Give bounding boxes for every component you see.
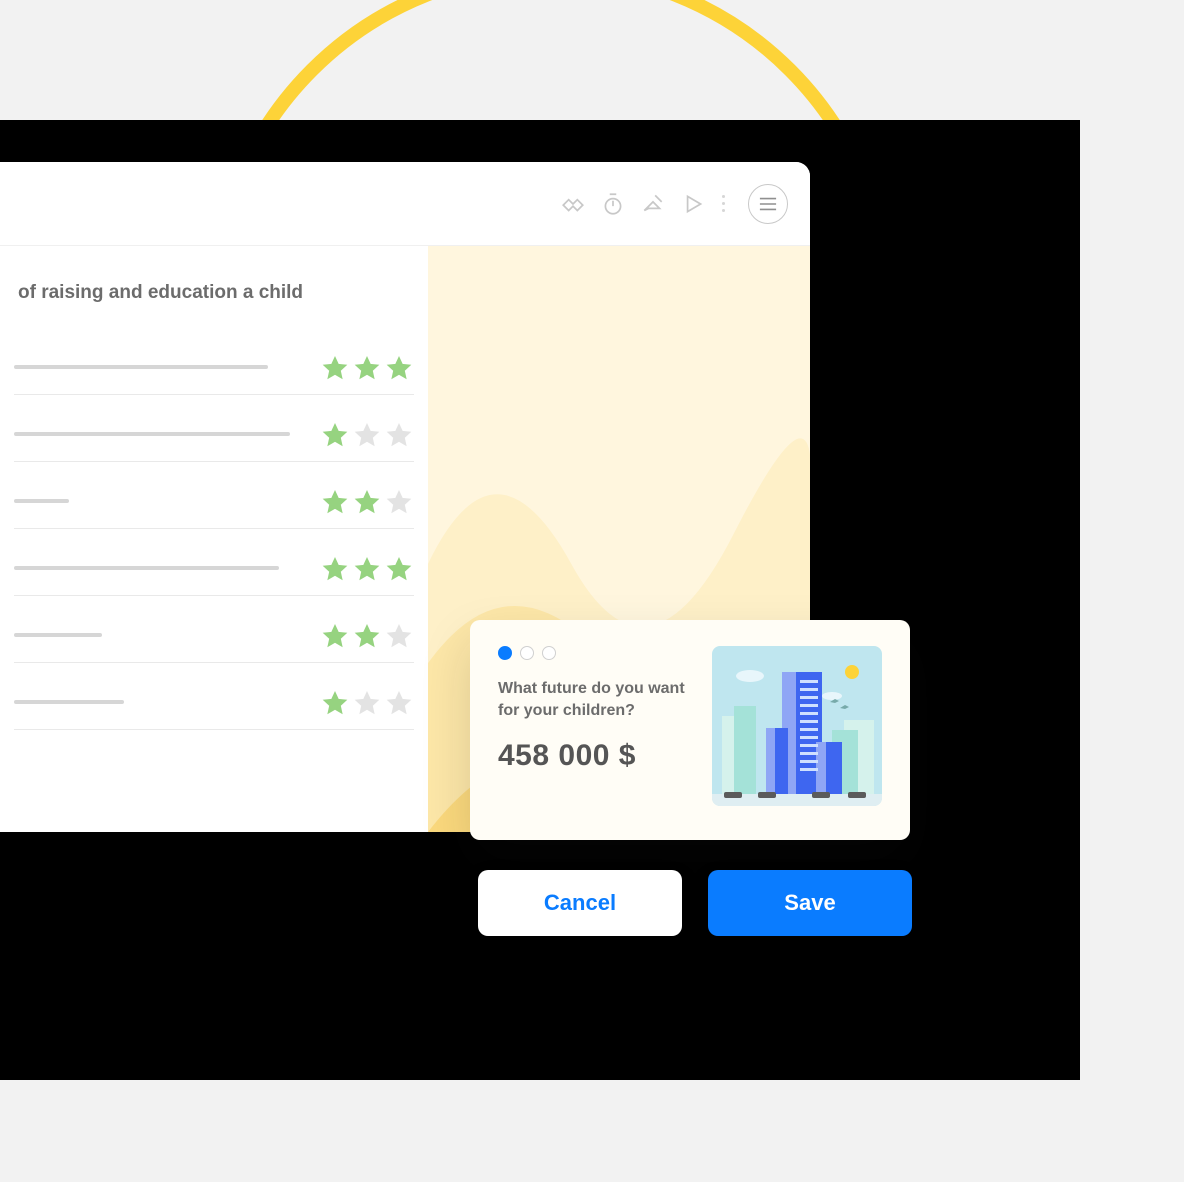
star-icon bbox=[320, 421, 350, 451]
star-icon bbox=[352, 689, 382, 719]
star-icon bbox=[320, 354, 350, 384]
star-icon bbox=[352, 622, 382, 652]
star-icon bbox=[352, 488, 382, 518]
pager-dot[interactable] bbox=[542, 646, 556, 660]
star-icon bbox=[320, 622, 350, 652]
list-bar bbox=[14, 700, 290, 708]
eraser-icon[interactable] bbox=[640, 191, 666, 217]
star-icon bbox=[384, 354, 414, 384]
list-rows bbox=[14, 340, 414, 750]
popup-illustration bbox=[712, 646, 882, 806]
star-icon bbox=[320, 689, 350, 719]
star-rating bbox=[320, 421, 414, 451]
star-rating bbox=[320, 622, 414, 652]
list-bar bbox=[14, 432, 290, 440]
star-icon bbox=[384, 555, 414, 585]
star-icon bbox=[384, 488, 414, 518]
star-icon bbox=[352, 555, 382, 585]
more-icon[interactable] bbox=[720, 195, 726, 212]
list-row[interactable] bbox=[14, 407, 414, 462]
list-row[interactable] bbox=[14, 675, 414, 730]
page-bottom-strip bbox=[0, 1154, 1184, 1182]
popup-question: What future do you want for your childre… bbox=[498, 678, 690, 721]
list-heading: of raising and education a child bbox=[18, 282, 414, 304]
pager-dot[interactable] bbox=[498, 646, 512, 660]
star-icon bbox=[320, 555, 350, 585]
handshake-icon[interactable] bbox=[560, 191, 586, 217]
timer-icon[interactable] bbox=[600, 191, 626, 217]
star-rating bbox=[320, 689, 414, 719]
list-row[interactable] bbox=[14, 474, 414, 529]
cancel-button[interactable]: Cancel bbox=[478, 870, 682, 936]
star-icon bbox=[352, 421, 382, 451]
play-icon[interactable] bbox=[680, 191, 706, 217]
star-icon bbox=[352, 354, 382, 384]
list-row[interactable] bbox=[14, 608, 414, 663]
save-button[interactable]: Save bbox=[708, 870, 912, 936]
list-panel: of raising and education a child bbox=[0, 246, 428, 832]
list-bar bbox=[14, 365, 290, 373]
menu-button[interactable] bbox=[748, 184, 788, 224]
star-rating bbox=[320, 555, 414, 585]
pager-dots[interactable] bbox=[498, 646, 690, 660]
list-bar bbox=[14, 566, 290, 574]
star-icon bbox=[384, 421, 414, 451]
future-popup-card: What future do you want for your childre… bbox=[470, 620, 910, 840]
list-bar bbox=[14, 499, 290, 507]
popup-amount: 458 000 $ bbox=[498, 739, 690, 773]
toolbar bbox=[0, 162, 810, 246]
list-bar bbox=[14, 633, 290, 641]
star-rating bbox=[320, 354, 414, 384]
list-row[interactable] bbox=[14, 541, 414, 596]
popup-actions: Cancel Save bbox=[478, 870, 912, 936]
star-icon bbox=[320, 488, 350, 518]
list-row[interactable] bbox=[14, 340, 414, 395]
star-rating bbox=[320, 488, 414, 518]
star-icon bbox=[384, 689, 414, 719]
star-icon bbox=[384, 622, 414, 652]
pager-dot[interactable] bbox=[520, 646, 534, 660]
